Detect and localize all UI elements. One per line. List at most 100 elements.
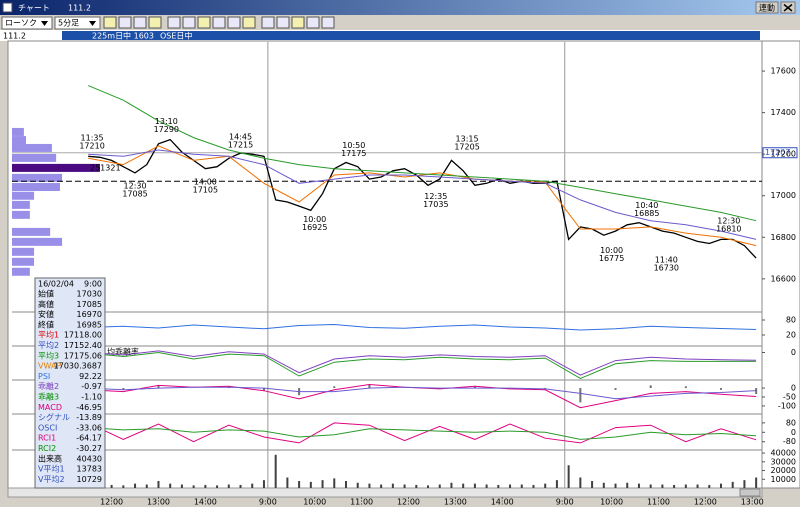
bar	[110, 484, 113, 488]
price-tag	[762, 147, 798, 159]
info-value: -30.27	[76, 444, 102, 453]
y-tick-label: 17400	[771, 108, 796, 117]
bar	[684, 386, 687, 389]
bar	[415, 484, 418, 488]
close-icon	[783, 3, 793, 12]
annotation-time: 13:10	[155, 117, 178, 126]
volume-profile-bar	[12, 267, 30, 276]
annotation-time: 12:35	[424, 192, 447, 201]
annotation-price: 16730	[654, 263, 679, 272]
annotation-time: 14:45	[229, 133, 252, 142]
bar	[719, 483, 722, 488]
y-tick-label: 20	[786, 331, 796, 340]
info-contract: 225m日中 1603	[92, 31, 154, 41]
bar	[544, 483, 547, 488]
annotation-time: 10:40	[635, 201, 658, 210]
bar	[450, 482, 453, 488]
info-label: 平均2	[38, 340, 59, 350]
toolbar-icon[interactable]	[227, 16, 241, 29]
info-value: 16970	[77, 310, 102, 319]
bar	[204, 484, 207, 488]
y-tick-label: 16800	[771, 233, 796, 242]
volume-profile-label: 251321	[90, 163, 121, 172]
chart-style-select[interactable]	[1, 16, 53, 30]
indicator-line	[87, 422, 757, 444]
info-label: 高値	[38, 299, 54, 309]
info-market: OSE日中	[160, 31, 192, 41]
info-label: PSI	[38, 372, 50, 381]
annotation-price: 17210	[79, 142, 104, 151]
bar	[157, 481, 160, 488]
link-button[interactable]	[755, 1, 779, 14]
volume-profile-bar	[12, 191, 35, 200]
bar	[661, 484, 664, 488]
toolbar-icon[interactable]	[291, 16, 305, 29]
y-tick-label: 0	[791, 384, 796, 393]
bar	[122, 388, 125, 390]
bar	[473, 386, 476, 389]
interval-select[interactable]	[54, 16, 101, 30]
bar	[145, 484, 148, 488]
bar	[520, 484, 523, 488]
info-value: -0.97	[81, 382, 102, 391]
y-tick-label: -50	[783, 393, 796, 402]
panel-title: 均乖離率	[107, 347, 139, 357]
x-tick-label: 14:00	[491, 498, 514, 507]
y-tick-label: 17200	[771, 150, 796, 159]
info-label: 平均1	[38, 330, 59, 340]
info-label: 出来高	[38, 453, 62, 463]
annotation-price: 17035	[423, 200, 448, 209]
toolbar-icon[interactable]	[133, 16, 147, 29]
bar	[286, 477, 289, 488]
title-bar	[0, 0, 800, 15]
toolbar-icon[interactable]	[197, 16, 211, 29]
annotation-price: 16925	[302, 223, 327, 232]
toolbar-icon[interactable]	[276, 16, 290, 29]
annotation-price: 16775	[599, 254, 624, 263]
info-value: 17085	[77, 300, 102, 309]
bar	[626, 482, 629, 488]
info-value: -46.95	[76, 403, 102, 412]
toolbar-icon[interactable]	[261, 16, 275, 29]
info-label: 始値	[38, 289, 54, 299]
toolbar-icon[interactable]	[167, 16, 181, 29]
scroll-thumb[interactable]	[739, 488, 761, 497]
info-value: -64.17	[76, 434, 102, 443]
y-tick-label: 16600	[771, 274, 796, 283]
bar	[403, 484, 406, 488]
annotation-price: 17290	[154, 125, 179, 134]
toolbar-icon[interactable]	[242, 16, 256, 29]
x-tick-label: 13:00	[741, 498, 764, 507]
x-tick-label: 9:00	[259, 498, 277, 507]
toolbar-icon[interactable]	[212, 16, 226, 29]
bar	[122, 485, 125, 488]
toolbar-icon[interactable]	[118, 16, 132, 29]
toolbar-icon[interactable]	[148, 16, 162, 29]
toolbar-icon[interactable]	[306, 16, 320, 29]
toolbar-icon[interactable]	[182, 16, 196, 29]
toolbar-icon[interactable]	[103, 16, 117, 29]
plot: 12:00 13:00 14:00 9:00 10:00 11:00 12:00 13:00 1…	[12, 41, 798, 507]
chart-area	[7, 40, 800, 489]
annotation-time: 13:15	[456, 135, 479, 144]
bar	[532, 484, 535, 488]
annotation-price: 17205	[454, 143, 479, 152]
indicator-line	[88, 323, 757, 331]
annotation-time: 12:30	[717, 217, 740, 226]
bar	[134, 483, 137, 488]
scrollbar[interactable]	[7, 487, 763, 498]
annotation-time: 10:50	[342, 141, 365, 150]
x-tick-label: 12:00	[100, 498, 123, 507]
bar	[497, 484, 500, 488]
x-tick-label: 9:00	[556, 498, 574, 507]
bar	[157, 385, 160, 389]
volume-profile-bar	[12, 127, 24, 136]
bar	[438, 484, 441, 488]
window-title: チャート	[18, 4, 50, 13]
bar	[637, 483, 640, 488]
bar	[180, 484, 183, 488]
info-value: 17118.00	[64, 331, 102, 340]
toolbar-icon[interactable]	[321, 16, 335, 29]
info-time: 9:00	[84, 280, 102, 289]
